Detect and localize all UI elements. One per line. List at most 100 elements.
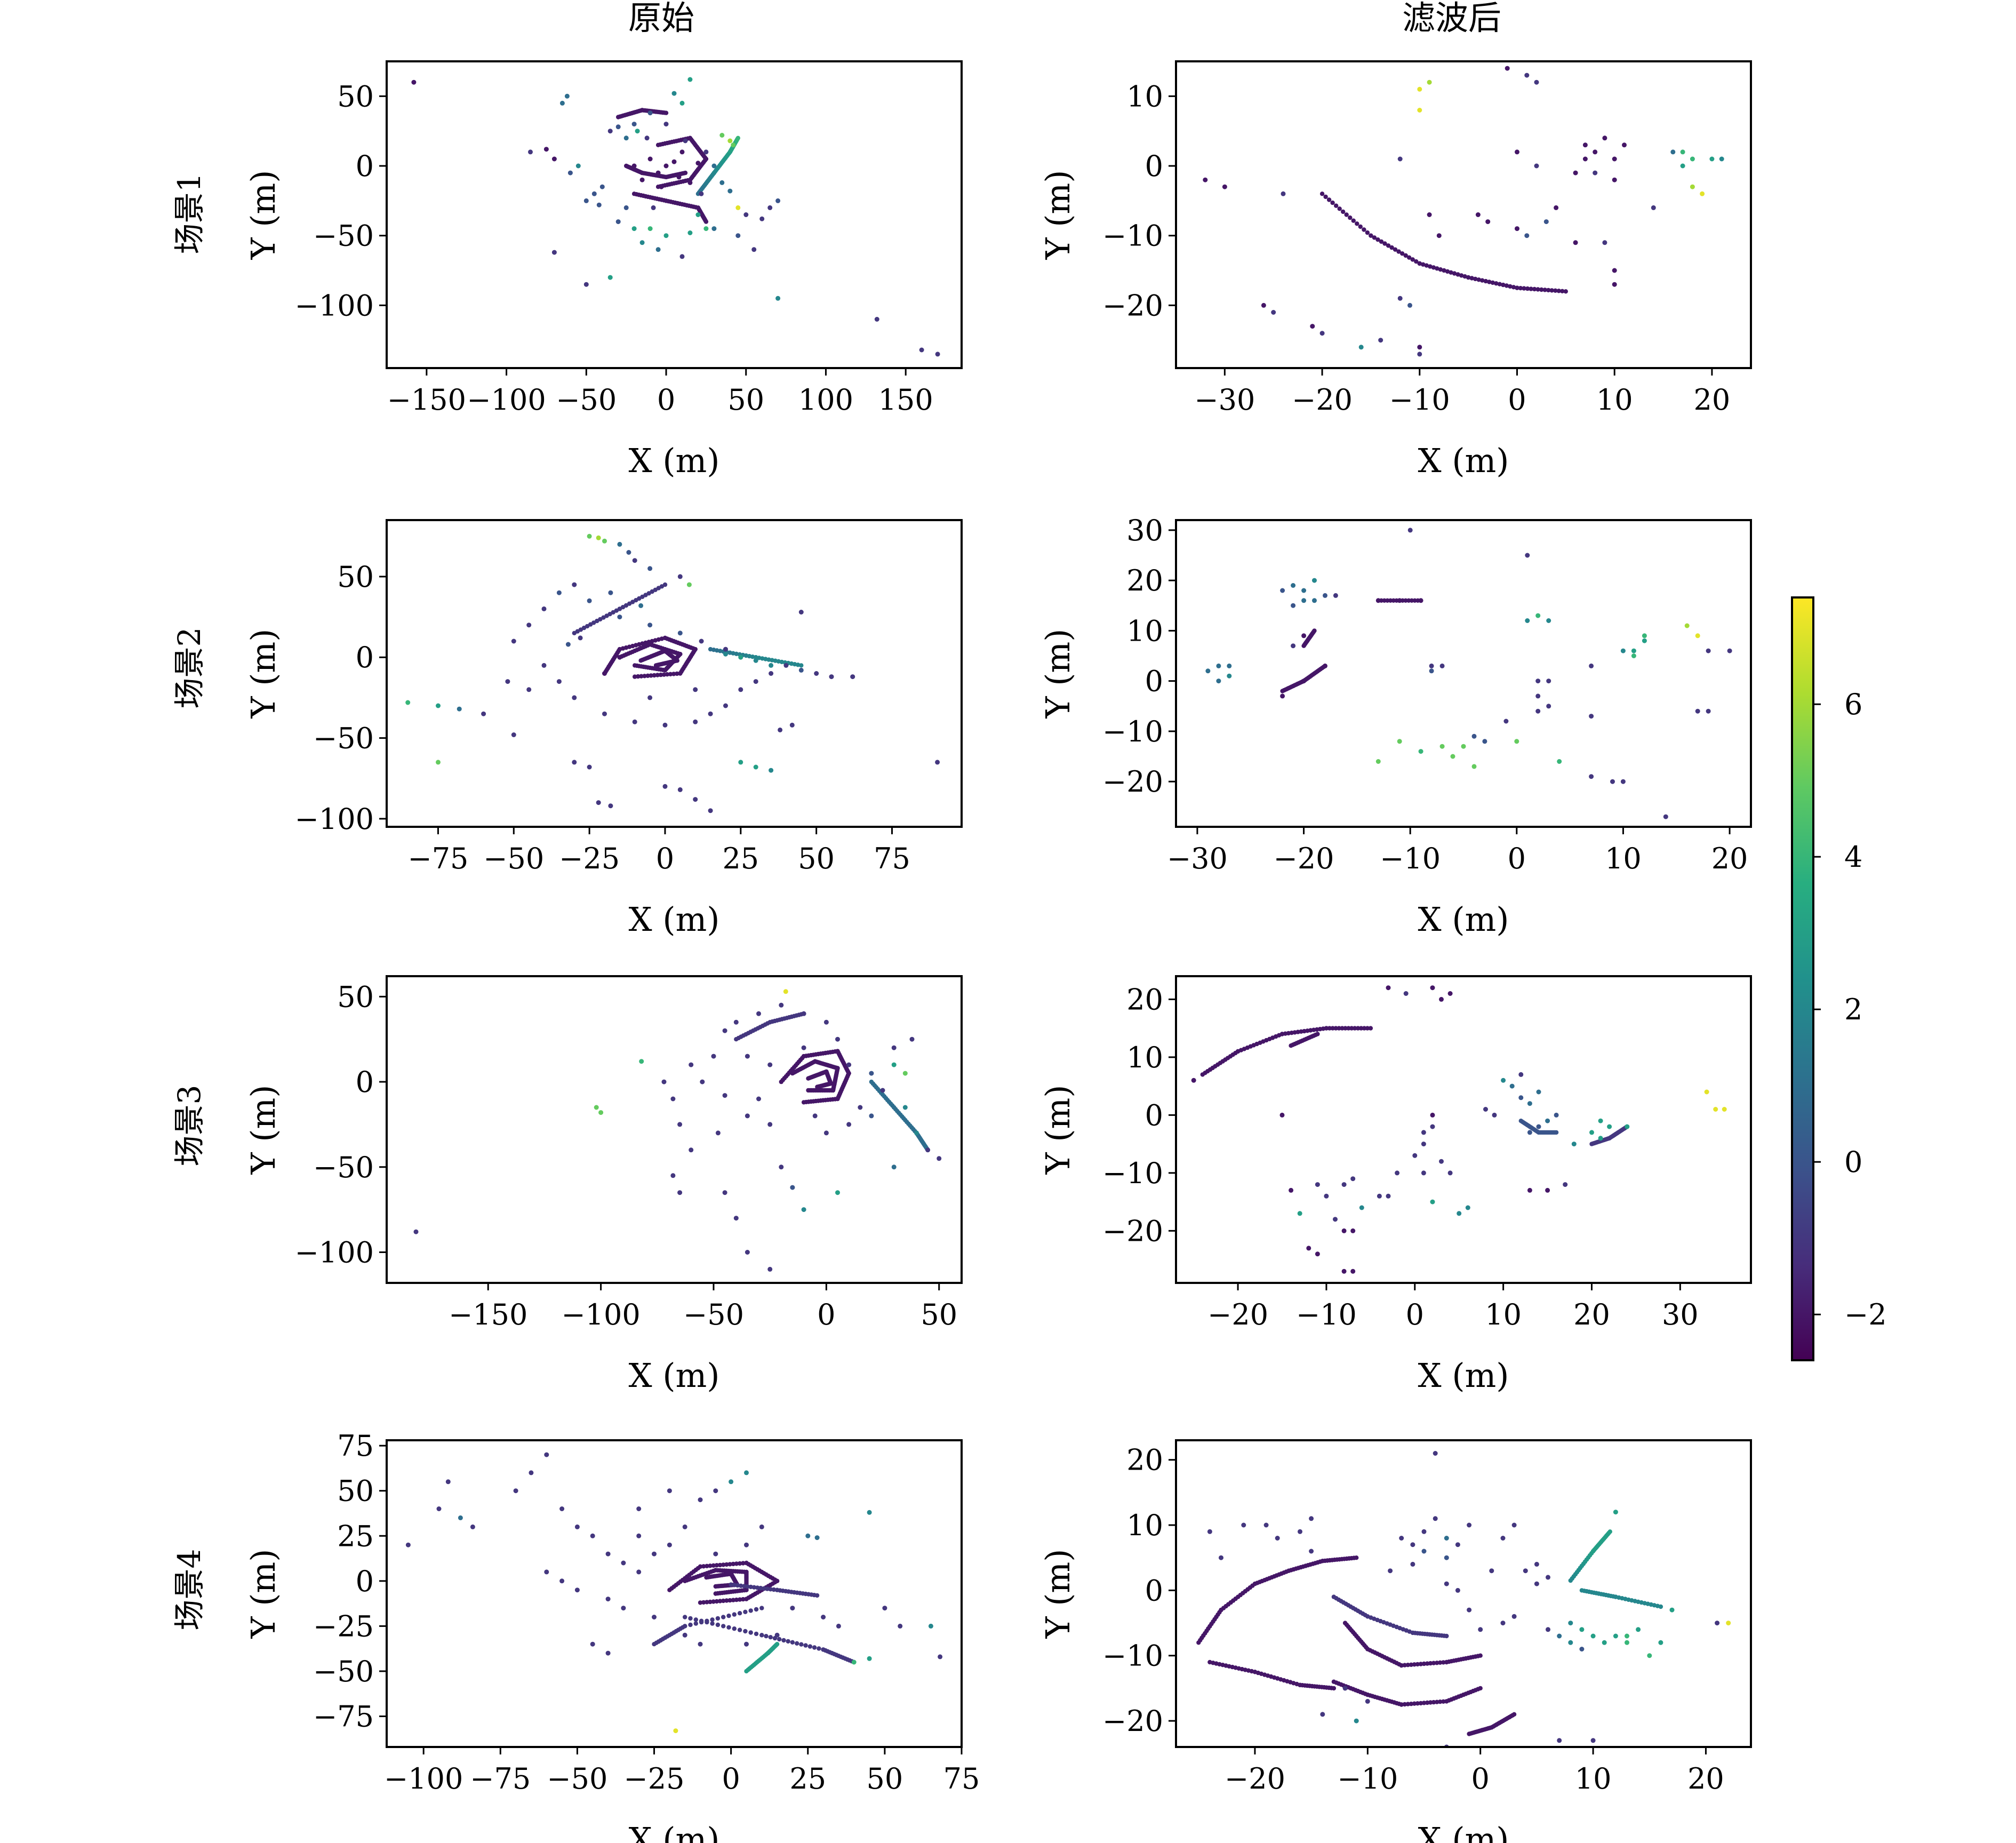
line-point [1407, 255, 1412, 260]
data-point [1534, 163, 1539, 169]
data-point [679, 254, 685, 259]
line-point [1435, 1661, 1439, 1665]
y-tick-label: 10 [1126, 614, 1163, 648]
data-point [1598, 1118, 1603, 1123]
data-point [1478, 1627, 1483, 1632]
data-point [596, 202, 602, 208]
x-tick-label: −10 [1296, 1298, 1357, 1331]
data-point [559, 100, 565, 106]
data-point [767, 1266, 773, 1272]
axes-frame [1175, 975, 1752, 1284]
line-point [633, 674, 637, 679]
data-point [652, 1615, 657, 1619]
data-point [1309, 1516, 1314, 1521]
line-point [1358, 224, 1363, 229]
data-point [1375, 598, 1381, 603]
data-point [543, 147, 549, 152]
line-point [1349, 1026, 1354, 1031]
y-axis-label: Y (m) [244, 1549, 283, 1639]
line-point [645, 673, 650, 679]
y-tick-label: 20 [1126, 983, 1163, 1016]
x-tick-label: −10 [1380, 842, 1441, 875]
line-point [1319, 192, 1325, 196]
data-point [1534, 1581, 1539, 1586]
data-point [1726, 1621, 1731, 1626]
data-point [1563, 1182, 1568, 1187]
data-point [578, 635, 583, 641]
data-point [1483, 1107, 1488, 1112]
data-point [778, 727, 783, 732]
line-point [806, 1088, 811, 1093]
data-point [1421, 1529, 1427, 1534]
data-point [1471, 764, 1477, 769]
data-point [1607, 1124, 1612, 1129]
line-point [1483, 278, 1488, 284]
line-point [1362, 227, 1366, 232]
data-point [1439, 996, 1444, 1002]
line-point [1473, 276, 1478, 282]
data-point [744, 1542, 749, 1547]
line-point [705, 1563, 709, 1568]
x-tick-label: 0 [817, 1298, 835, 1331]
data-point [1568, 1640, 1573, 1645]
data-point [1323, 663, 1327, 668]
line-point [661, 672, 667, 677]
data-point [1297, 1211, 1302, 1216]
data-point [805, 1533, 811, 1538]
data-point [909, 1036, 915, 1042]
data-point [846, 1062, 852, 1067]
data-point [1546, 618, 1551, 623]
line-point [768, 1587, 773, 1592]
y-tick-label: −20 [1102, 1704, 1163, 1738]
data-point [682, 1632, 687, 1638]
data-point [1620, 648, 1626, 653]
line-point [721, 1598, 726, 1603]
data-point [1489, 1568, 1494, 1574]
line-point [1409, 1662, 1414, 1667]
data-point [1557, 1738, 1562, 1743]
data-point [1598, 1136, 1603, 1141]
data-point [638, 603, 644, 608]
line-point [748, 1608, 753, 1613]
line-point [735, 1583, 740, 1588]
data-point [528, 149, 533, 155]
line-point [668, 672, 673, 677]
data-point [867, 1656, 872, 1661]
data-point [682, 1524, 687, 1529]
data-point [559, 1578, 565, 1584]
line-point [710, 1621, 715, 1626]
data-point [1301, 633, 1307, 639]
panel-5: −150 −100 −50 0 50 −100 −50 0 50 X (m) Y (m) [244, 975, 963, 1395]
data-point [599, 184, 605, 189]
data-point [511, 732, 516, 737]
line-point [801, 1100, 806, 1105]
data-point [731, 142, 736, 148]
x-tick-label: −75 [470, 1762, 531, 1796]
x-tick-label: 10 [1575, 1762, 1612, 1796]
data-point [789, 722, 795, 728]
data-point [1568, 1621, 1573, 1626]
data-point [667, 1488, 672, 1494]
data-point [1571, 1142, 1577, 1147]
data-point [829, 674, 834, 680]
data-point [602, 538, 607, 544]
data-point [590, 1533, 595, 1538]
line-point [1421, 1661, 1427, 1666]
data-point [1582, 142, 1588, 148]
x-tick-label: 0 [657, 383, 675, 417]
data-point [677, 631, 683, 636]
x-tick-label: −20 [1274, 842, 1334, 875]
data-point [858, 1105, 863, 1110]
line-point [814, 1593, 820, 1598]
line-point [1480, 278, 1485, 283]
data-point [1323, 593, 1327, 598]
data-point [1439, 1159, 1444, 1164]
data-point [1222, 184, 1227, 189]
data-point [647, 695, 653, 700]
line-point [1372, 235, 1377, 240]
data-point [663, 163, 669, 169]
line-point [1518, 286, 1523, 291]
line-point [693, 1617, 699, 1622]
data-point [572, 760, 577, 765]
line-point [1358, 1026, 1364, 1031]
